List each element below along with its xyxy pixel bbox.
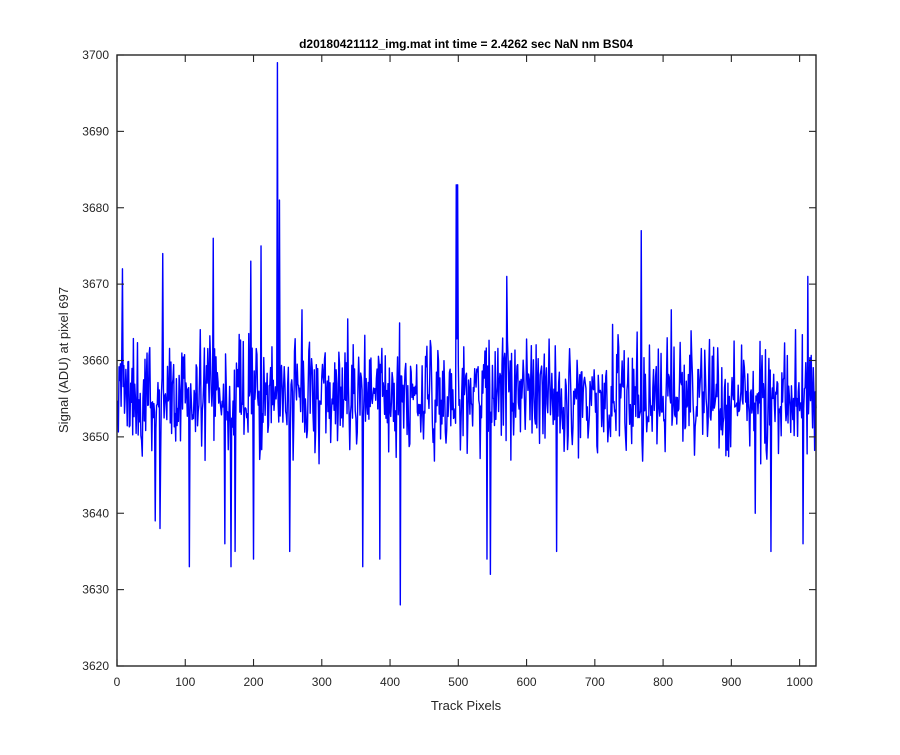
x-tick-label: 1000 [786,675,813,689]
plot-area-background [117,55,816,666]
y-tick-label: 3650 [82,430,109,444]
x-tick-label: 700 [585,675,605,689]
x-tick-label: 400 [380,675,400,689]
series-layer [116,61,817,606]
y-tick-label: 3630 [82,583,109,597]
y-tick-label: 3690 [82,124,109,138]
x-tick-label: 500 [448,675,468,689]
series-line [116,61,817,606]
x-tick-label: 0 [114,675,121,689]
y-tick-label: 3620 [82,659,109,673]
y-tick-label: 3680 [82,201,109,215]
x-tick-label: 300 [312,675,332,689]
x-tick-label: 900 [721,675,741,689]
y-tick-label: 3700 [82,48,109,62]
ticks-layer: 0 100 200 300 400 500 600 700 800 900 1000 3620 3630… [82,48,816,689]
y-tick-label: 3670 [82,277,109,291]
x-tick-label: 100 [175,675,195,689]
x-tick-label: 800 [653,675,673,689]
y-axis-label: Signal (ADU) at pixel 697 [56,287,71,433]
x-tick-label: 600 [517,675,537,689]
x-tick-label: 200 [244,675,264,689]
y-tick-label: 3660 [82,354,109,368]
chart-title: d20180421112_img.mat int time = 2.4262 s… [299,37,633,51]
y-tick-label: 3640 [82,506,109,520]
x-axis-label: Track Pixels [431,698,502,713]
